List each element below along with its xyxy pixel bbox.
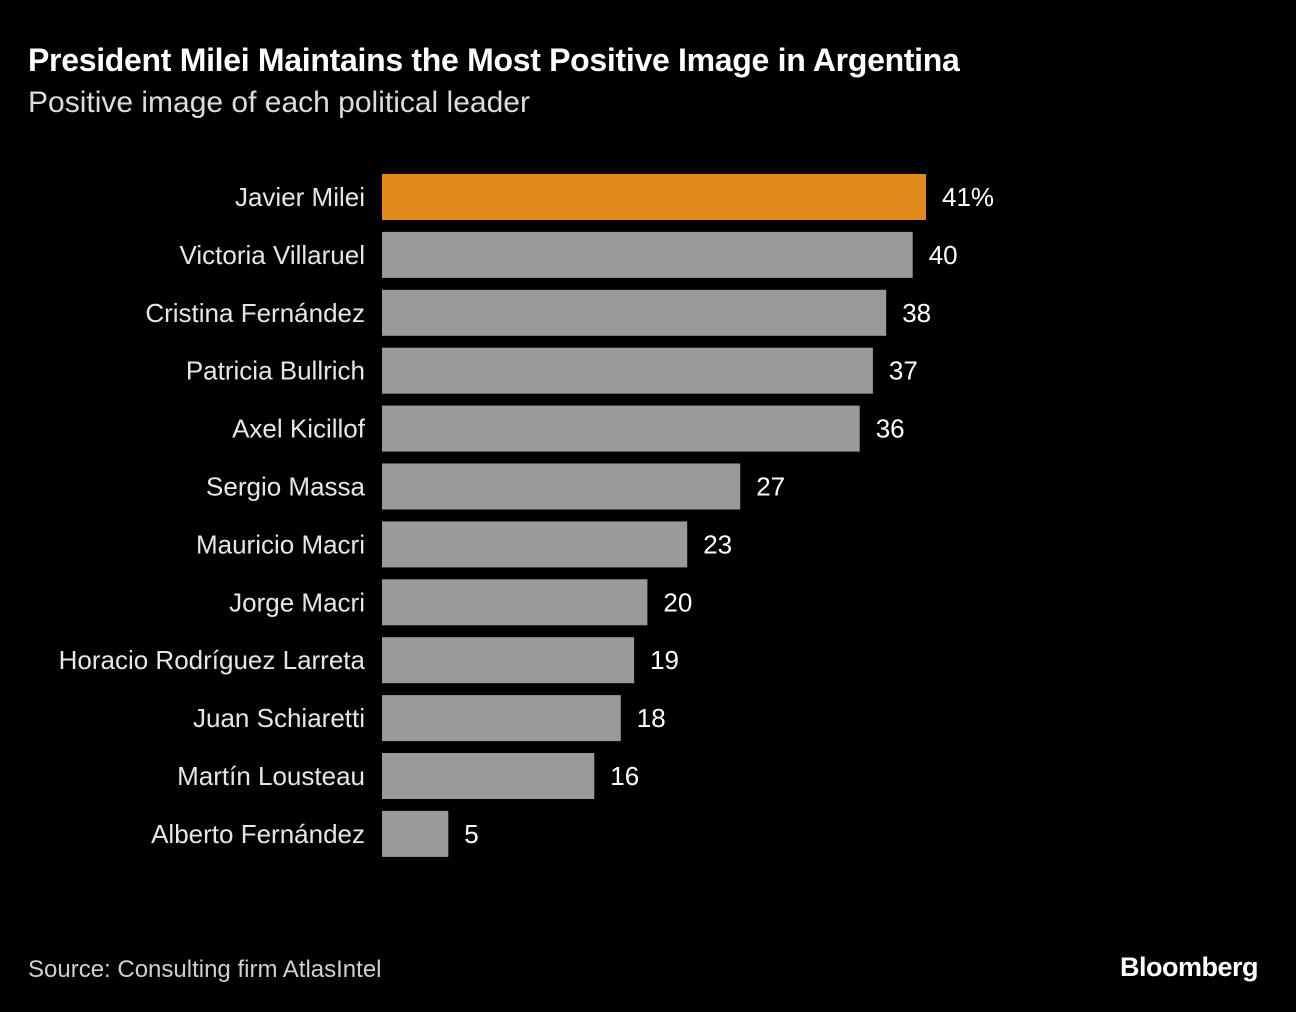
bar-3: [382, 289, 887, 336]
value-label-7: 23: [703, 529, 732, 559]
bar-12: [382, 810, 449, 857]
chart-title: President Milei Maintains the Most Posit…: [28, 42, 960, 78]
category-label-5: Axel Kicillof: [232, 414, 366, 444]
value-label-9: 19: [650, 645, 679, 675]
category-label-1: Javier Milei: [235, 182, 365, 212]
category-label-11: Martín Lousteau: [177, 761, 365, 791]
bar-9: [382, 637, 635, 684]
category-label-3: Cristina Fernández: [145, 298, 365, 328]
value-label-3: 38: [902, 298, 931, 328]
category-label-2: Victoria Villaruel: [180, 240, 365, 270]
bar-4: [382, 347, 873, 394]
bar-2: [382, 231, 913, 278]
chart-subtitle: Positive image of each political leader: [28, 86, 530, 119]
category-label-7: Mauricio Macri: [196, 529, 365, 559]
source-note: Source: Consulting firm AtlasIntel: [28, 956, 382, 983]
bar-6: [382, 463, 741, 510]
value-label-2: 40: [929, 240, 958, 270]
bar-8: [382, 579, 648, 626]
value-label-5: 36: [876, 414, 905, 444]
bar-10: [382, 695, 621, 742]
bar-1: [382, 174, 926, 220]
category-label-12: Alberto Fernández: [151, 819, 365, 849]
value-label-11: 16: [610, 761, 639, 791]
category-label-8: Jorge Macri: [229, 587, 365, 617]
value-label-12: 5: [464, 819, 478, 849]
category-label-10: Juan Schiaretti: [193, 703, 365, 733]
bar-11: [382, 753, 595, 799]
category-label-9: Horacio Rodríguez Larreta: [59, 645, 366, 675]
category-label-6: Sergio Massa: [206, 472, 365, 502]
value-label-8: 20: [663, 587, 692, 617]
value-label-10: 18: [637, 703, 666, 733]
value-label-4: 37: [889, 356, 918, 386]
bar-5: [382, 405, 860, 452]
category-label-4: Patricia Bullrich: [186, 356, 365, 386]
bar-7: [382, 521, 688, 568]
value-label-6: 27: [756, 472, 785, 502]
bloomberg-logo: Bloomberg: [1119, 952, 1259, 982]
value-label-1: 41%: [942, 182, 994, 212]
